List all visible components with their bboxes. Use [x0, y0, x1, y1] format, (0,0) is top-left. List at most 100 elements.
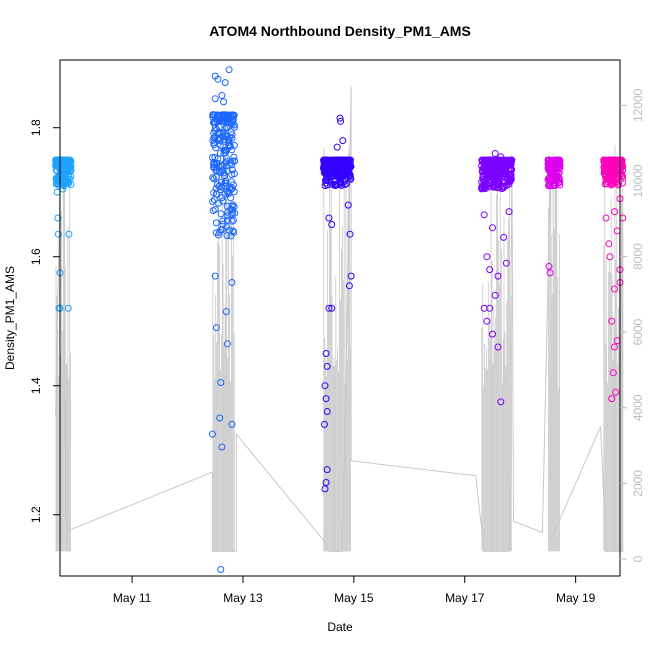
data-point	[221, 149, 229, 157]
data-point	[496, 182, 504, 190]
data-point	[328, 169, 336, 176]
data-point	[483, 173, 491, 181]
data-point-outlier	[486, 304, 494, 312]
data-point	[602, 176, 610, 183]
data-point-outlier	[217, 379, 225, 386]
y2-tick-label: 2000	[631, 470, 645, 497]
data-point-outlier	[223, 340, 231, 348]
data-point	[612, 170, 620, 178]
data-point	[504, 173, 512, 181]
data-point	[618, 173, 626, 180]
data-point	[322, 176, 329, 184]
data-point-outlier	[489, 224, 496, 232]
data-point	[230, 188, 238, 196]
data-point	[211, 153, 219, 161]
data-point	[604, 156, 612, 164]
data-point-outlier	[336, 114, 344, 122]
data-point	[340, 178, 348, 186]
data-point	[214, 231, 222, 239]
data-point	[210, 141, 218, 149]
plot-frame	[59, 59, 621, 577]
data-point	[230, 153, 238, 161]
data-point-outlier	[494, 343, 502, 351]
data-point	[211, 206, 219, 213]
data-point	[507, 174, 515, 182]
data-point	[216, 186, 224, 194]
data-point-outlier	[347, 272, 355, 280]
data-point	[210, 118, 218, 126]
data-point	[486, 183, 493, 191]
y-tick-label: 1.6	[29, 248, 43, 265]
data-point	[52, 161, 60, 169]
data-point-outlier	[222, 114, 230, 122]
data-point-outlier	[609, 369, 617, 377]
data-point	[225, 142, 233, 150]
data-point	[60, 164, 68, 172]
data-point	[550, 182, 558, 190]
data-point	[216, 111, 224, 119]
y2-tick-label: 12000	[631, 88, 645, 122]
data-point-outlier	[217, 566, 225, 573]
data-point	[322, 156, 330, 164]
data-point	[340, 157, 348, 165]
data-point	[327, 156, 335, 164]
data-point	[508, 166, 516, 174]
data-point-outlier	[611, 285, 618, 293]
data-point-outlier	[54, 214, 62, 222]
secondary-series-layer	[55, 86, 624, 552]
data-point	[328, 181, 336, 188]
data-point	[345, 156, 353, 164]
data-point	[335, 173, 343, 180]
data-point-outlier	[346, 230, 354, 238]
data-point	[209, 174, 217, 182]
x-tick-label: May 17	[445, 591, 485, 605]
data-point-outlier	[502, 259, 510, 267]
data-point	[226, 134, 234, 142]
data-point-outlier	[328, 304, 336, 312]
x-axis: May 11 May 13 May 15 May 17 May 19	[113, 575, 596, 605]
data-point	[226, 184, 233, 192]
data-point	[209, 154, 216, 161]
data-point	[322, 160, 330, 168]
data-point	[347, 175, 355, 183]
data-point	[336, 156, 344, 164]
data-point	[212, 219, 220, 227]
data-point-outlier	[321, 485, 329, 493]
data-point-outlier	[605, 240, 613, 248]
data-point-outlier	[489, 330, 496, 338]
data-point	[221, 125, 229, 133]
data-point-outlier	[602, 214, 610, 222]
data-point	[67, 172, 75, 180]
data-point-outlier	[322, 350, 330, 357]
data-point	[230, 121, 238, 129]
data-point	[230, 112, 238, 120]
data-point-outlier	[337, 117, 345, 125]
data-point	[600, 164, 608, 172]
data-point	[219, 129, 227, 137]
data-point	[219, 197, 227, 205]
data-point	[479, 174, 487, 181]
data-point	[57, 172, 65, 180]
data-point	[229, 181, 237, 189]
scatter-points-layer	[52, 66, 627, 573]
data-point-outlier	[491, 150, 499, 157]
data-point-outlier	[228, 279, 236, 286]
y-tick-label: 1.2	[29, 506, 43, 523]
chart-title: ATOM4 Northbound Density_PM1_AMS	[209, 23, 471, 39]
data-point-outlier	[606, 253, 614, 261]
data-point-outlier	[321, 382, 329, 390]
data-point	[607, 181, 615, 189]
data-point	[611, 174, 619, 182]
y-tick-label: 1.4	[29, 377, 43, 394]
data-point-outlier	[323, 408, 331, 415]
data-point	[231, 209, 239, 217]
data-point-outlier	[220, 98, 228, 106]
data-point	[228, 217, 236, 225]
data-point	[548, 157, 556, 164]
data-point-outlier	[323, 362, 331, 370]
y-axis-left: 1.2 1.4 1.6 1.8	[29, 119, 60, 523]
data-point	[222, 157, 230, 165]
data-point	[615, 179, 623, 187]
data-point	[503, 157, 511, 165]
data-point	[222, 162, 230, 170]
